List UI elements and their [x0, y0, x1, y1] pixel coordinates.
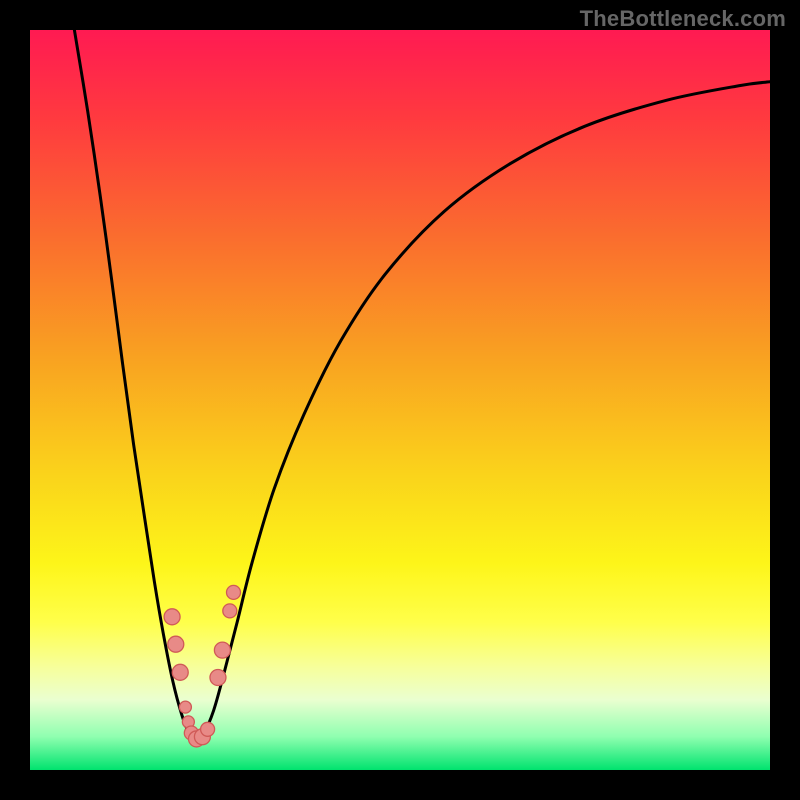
data-marker: [223, 604, 237, 618]
data-marker: [172, 664, 188, 680]
data-marker: [214, 642, 230, 658]
data-marker: [179, 701, 191, 713]
curve-layer: [30, 30, 770, 770]
data-marker: [227, 585, 241, 599]
bottleneck-curve: [74, 30, 770, 739]
data-marker: [164, 609, 180, 625]
chart-frame: TheBottleneck.com: [0, 0, 800, 800]
data-markers: [164, 585, 240, 747]
data-marker: [201, 722, 215, 736]
data-marker: [210, 670, 226, 686]
data-marker: [168, 636, 184, 652]
watermark-text: TheBottleneck.com: [580, 6, 786, 32]
